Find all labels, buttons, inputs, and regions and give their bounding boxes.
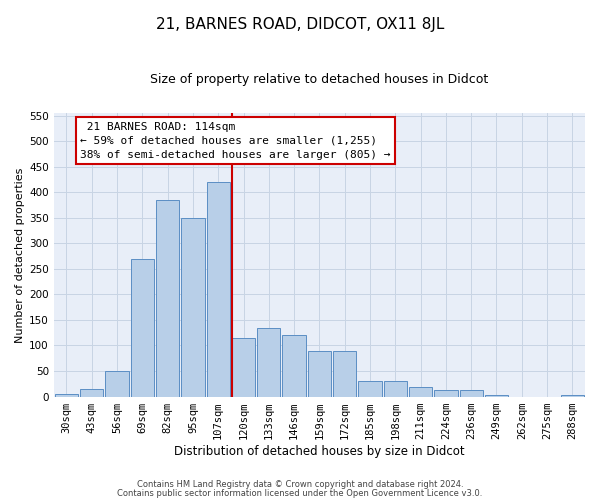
Bar: [106, 371, 128, 396]
Title: Size of property relative to detached houses in Didcot: Size of property relative to detached ho…: [150, 72, 488, 86]
Bar: [358, 382, 382, 396]
Bar: [257, 328, 280, 396]
Bar: [333, 350, 356, 397]
Bar: [206, 182, 230, 396]
Text: Contains public sector information licensed under the Open Government Licence v3: Contains public sector information licen…: [118, 490, 482, 498]
Bar: [156, 200, 179, 396]
Bar: [181, 218, 205, 396]
Text: 21 BARNES ROAD: 114sqm 
← 59% of detached houses are smaller (1,255)
38% of semi: 21 BARNES ROAD: 114sqm ← 59% of detached…: [80, 122, 391, 160]
Bar: [485, 395, 508, 396]
Bar: [80, 389, 103, 396]
Bar: [232, 338, 255, 396]
X-axis label: Distribution of detached houses by size in Didcot: Distribution of detached houses by size …: [174, 444, 465, 458]
Bar: [460, 390, 483, 396]
Bar: [283, 336, 306, 396]
Bar: [308, 350, 331, 397]
Bar: [131, 258, 154, 396]
Bar: [409, 388, 432, 396]
Bar: [55, 394, 78, 396]
Y-axis label: Number of detached properties: Number of detached properties: [15, 167, 25, 342]
Bar: [383, 382, 407, 396]
Text: 21, BARNES ROAD, DIDCOT, OX11 8JL: 21, BARNES ROAD, DIDCOT, OX11 8JL: [156, 18, 444, 32]
Bar: [561, 395, 584, 396]
Text: Contains HM Land Registry data © Crown copyright and database right 2024.: Contains HM Land Registry data © Crown c…: [137, 480, 463, 489]
Bar: [434, 390, 458, 396]
